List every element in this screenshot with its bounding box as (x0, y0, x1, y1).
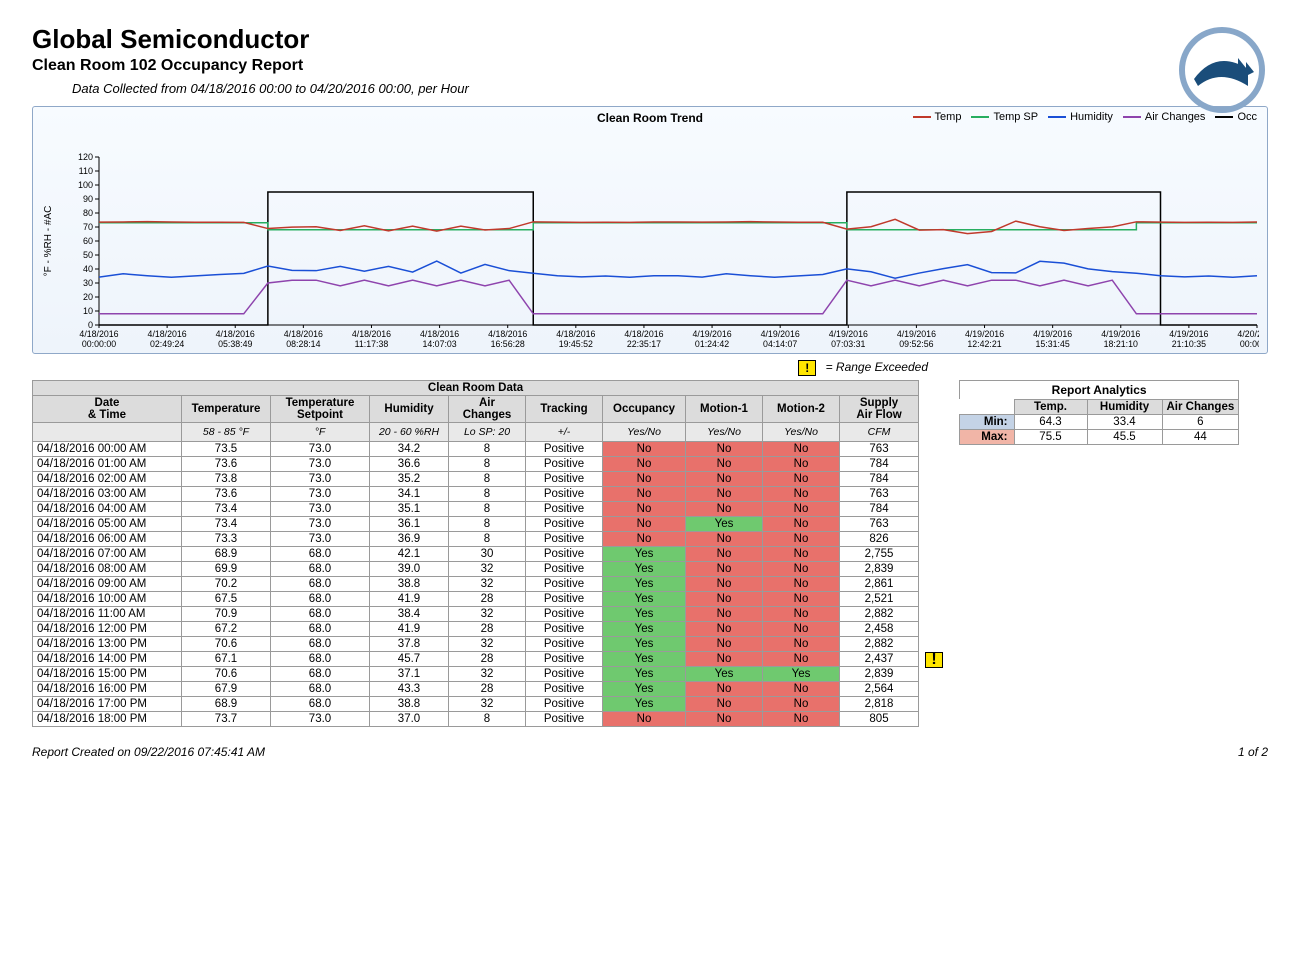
svg-text:4/19/2016: 4/19/2016 (829, 329, 868, 339)
legend-temp: Temp (913, 111, 962, 123)
svg-text:4/20/2016: 4/20/2016 (1237, 329, 1259, 339)
svg-text:19:45:52: 19:45:52 (559, 339, 593, 349)
svg-text:°F - %RH - #AC: °F - %RH - #AC (43, 206, 54, 277)
table-row: 04/18/2016 00:00 AM73.573.034.28Positive… (33, 442, 919, 457)
collected-range: Data Collected from 04/18/2016 00:00 to … (72, 81, 1268, 96)
table-row: 04/18/2016 10:00 AM67.568.041.928Positiv… (33, 592, 919, 607)
svg-text:4/19/2016: 4/19/2016 (1101, 329, 1140, 339)
svg-text:00:00:00: 00:00:00 (1240, 339, 1259, 349)
svg-text:15:31:45: 15:31:45 (1036, 339, 1070, 349)
svg-text:4/19/2016: 4/19/2016 (692, 329, 731, 339)
svg-text:16:56:28: 16:56:28 (491, 339, 525, 349)
chart-legend: Temp Temp SP Humidity Air Changes Occ (903, 111, 1257, 123)
svg-text:21:10:35: 21:10:35 (1172, 339, 1206, 349)
svg-text:12:42:21: 12:42:21 (967, 339, 1001, 349)
table-row: 04/18/2016 04:00 AM73.473.035.18Positive… (33, 502, 919, 517)
svg-text:4/18/2016: 4/18/2016 (284, 329, 323, 339)
clean-room-data-table: Clean Room DataDate& TimeTemperatureTemp… (32, 380, 919, 727)
table-row: 04/18/2016 06:00 AM73.373.036.98Positive… (33, 532, 919, 547)
analytics-wrap: Report AnalyticsTemp.HumidityAir Changes… (959, 380, 1239, 445)
chart-plot: °F - %RH - #AC01020304050607080901001101… (39, 129, 1259, 349)
svg-text:100: 100 (78, 180, 93, 190)
report-header: Global Semiconductor Clean Room 102 Occu… (32, 24, 1268, 96)
svg-text:14:07:03: 14:07:03 (422, 339, 456, 349)
svg-text:07:03:31: 07:03:31 (831, 339, 865, 349)
table-row: 04/18/2016 13:00 PM70.668.037.832Positiv… (33, 637, 919, 652)
svg-text:10: 10 (83, 306, 93, 316)
report-footer: Report Created on 09/22/2016 07:45:41 AM… (32, 745, 1268, 759)
svg-text:4/19/2016: 4/19/2016 (1169, 329, 1208, 339)
table-row: 04/18/2016 17:00 PM68.968.038.832Positiv… (33, 697, 919, 712)
svg-text:4/18/2016: 4/18/2016 (148, 329, 187, 339)
page-number: 1 of 2 (1238, 745, 1268, 759)
report-subtitle: Clean Room 102 Occupancy Report (32, 57, 1268, 75)
warning-flag-icon: ! (798, 360, 816, 376)
svg-text:00:00:00: 00:00:00 (82, 339, 116, 349)
row-warning-flag-icon: ! (925, 652, 943, 668)
trend-chart: Clean Room Trend Temp Temp SP Humidity Air … (32, 106, 1268, 354)
table-row: 04/18/2016 18:00 PM73.773.037.08Positive… (33, 712, 919, 727)
legend-air-changes: Air Changes (1123, 111, 1206, 123)
table-row: 04/18/2016 12:00 PM67.268.041.928Positiv… (33, 622, 919, 637)
svg-text:11:17:38: 11:17:38 (355, 339, 389, 349)
report-analytics-table: Report AnalyticsTemp.HumidityAir Changes… (959, 380, 1239, 445)
svg-text:120: 120 (78, 152, 93, 162)
svg-text:04:14:07: 04:14:07 (763, 339, 797, 349)
table-row: 04/18/2016 05:00 AM73.473.036.18Positive… (33, 517, 919, 532)
table-row: 04/18/2016 07:00 AM68.968.042.130Positiv… (33, 547, 919, 562)
svg-text:4/18/2016: 4/18/2016 (488, 329, 527, 339)
svg-text:90: 90 (83, 194, 93, 204)
svg-text:4/18/2016: 4/18/2016 (352, 329, 391, 339)
svg-text:4/19/2016: 4/19/2016 (761, 329, 800, 339)
legend-temp-sp: Temp SP (971, 111, 1038, 123)
svg-text:4/18/2016: 4/18/2016 (624, 329, 663, 339)
table-row: 04/18/2016 09:00 AM70.268.038.832Positiv… (33, 577, 919, 592)
table-row: 04/18/2016 01:00 AM73.673.036.68Positive… (33, 457, 919, 472)
svg-text:40: 40 (83, 264, 93, 274)
legend-occ: Occ (1215, 111, 1257, 123)
data-table-wrap: Clean Room DataDate& TimeTemperatureTemp… (32, 380, 919, 727)
svg-text:4/19/2016: 4/19/2016 (897, 329, 936, 339)
svg-text:18:21:10: 18:21:10 (1104, 339, 1138, 349)
svg-text:02:49:24: 02:49:24 (150, 339, 184, 349)
table-row: 04/18/2016 14:00 PM67.168.045.728Positiv… (33, 652, 919, 667)
svg-text:4/18/2016: 4/18/2016 (420, 329, 459, 339)
svg-text:20: 20 (83, 292, 93, 302)
svg-text:110: 110 (79, 166, 93, 176)
table-row: 04/18/2016 03:00 AM73.673.034.18Positive… (33, 487, 919, 502)
range-exceeded-note: ! = Range Exceeded (32, 360, 1268, 376)
table-row: 04/18/2016 08:00 AM69.968.039.032Positiv… (33, 562, 919, 577)
svg-text:08:28:14: 08:28:14 (286, 339, 320, 349)
svg-text:22:35:17: 22:35:17 (627, 339, 661, 349)
svg-text:4/18/2016: 4/18/2016 (556, 329, 595, 339)
legend-humidity: Humidity (1048, 111, 1113, 123)
svg-text:09:52:56: 09:52:56 (899, 339, 933, 349)
svg-text:4/19/2016: 4/19/2016 (965, 329, 1004, 339)
company-logo-icon (1176, 24, 1268, 116)
svg-text:05:38:49: 05:38:49 (218, 339, 252, 349)
svg-text:4/19/2016: 4/19/2016 (1033, 329, 1072, 339)
svg-text:01:24:42: 01:24:42 (695, 339, 729, 349)
svg-text:70: 70 (83, 222, 93, 232)
company-name: Global Semiconductor (32, 24, 1268, 55)
svg-text:80: 80 (83, 208, 93, 218)
svg-text:50: 50 (83, 250, 93, 260)
table-row: 04/18/2016 11:00 AM70.968.038.432Positiv… (33, 607, 919, 622)
chart-title: Clean Room Trend (597, 111, 703, 125)
created-timestamp: Report Created on 09/22/2016 07:45:41 AM (32, 745, 265, 759)
table-row: 04/18/2016 15:00 PM70.668.037.132Positiv… (33, 667, 919, 682)
table-row: 04/18/2016 02:00 AM73.873.035.28Positive… (33, 472, 919, 487)
svg-text:4/18/2016: 4/18/2016 (79, 329, 118, 339)
table-row: 04/18/2016 16:00 PM67.968.043.328Positiv… (33, 682, 919, 697)
svg-text:30: 30 (83, 278, 93, 288)
svg-text:4/18/2016: 4/18/2016 (216, 329, 255, 339)
svg-text:60: 60 (83, 236, 93, 246)
